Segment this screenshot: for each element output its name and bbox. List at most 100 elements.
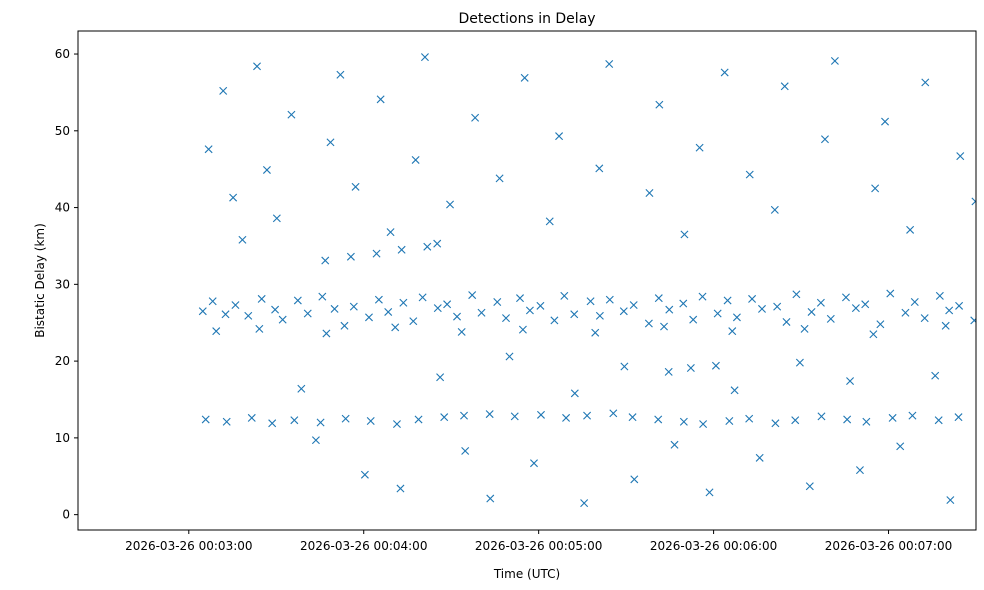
- x-tick-label: 2026-03-26 00:03:00: [125, 539, 252, 553]
- plot-frame: [77, 30, 977, 531]
- data-point: [468, 291, 477, 300]
- x-tick: 2026-03-26 00:03:00: [125, 530, 253, 553]
- data-point: [605, 295, 614, 304]
- data-point: [446, 200, 455, 209]
- data-point: [935, 291, 944, 300]
- data-point: [745, 170, 754, 179]
- data-point: [411, 155, 420, 164]
- data-point: [570, 310, 579, 319]
- data-point: [477, 308, 486, 317]
- y-tick-label: 60: [55, 47, 70, 61]
- data-point: [770, 205, 779, 214]
- data-point: [629, 301, 638, 310]
- data-point: [244, 311, 253, 320]
- data-point: [229, 193, 238, 202]
- data-point: [502, 314, 510, 323]
- data-point: [530, 459, 538, 468]
- data-point: [946, 496, 955, 505]
- data-point: [272, 214, 281, 223]
- data-point: [820, 135, 829, 144]
- data-point: [630, 475, 639, 484]
- data-point: [366, 416, 375, 425]
- data-point: [934, 416, 943, 425]
- data-point: [580, 499, 589, 508]
- y-tick: 60: [55, 47, 78, 61]
- data-point: [773, 302, 782, 311]
- data-point: [374, 295, 383, 304]
- data-point: [931, 371, 940, 380]
- data-point: [516, 294, 524, 303]
- data-point: [846, 377, 855, 386]
- data-point: [795, 358, 804, 367]
- data-point: [800, 324, 809, 333]
- data-point: [409, 317, 418, 326]
- data-point: [397, 245, 406, 254]
- data-point: [619, 307, 628, 316]
- data-point: [231, 301, 240, 310]
- y-tick-label: 50: [55, 124, 70, 138]
- x-tick-label: 2026-03-26 00:04:00: [300, 539, 427, 553]
- data-point: [326, 138, 335, 147]
- data-point: [560, 291, 569, 300]
- data-point: [392, 420, 401, 429]
- plot-area: [198, 53, 976, 508]
- data-point: [311, 436, 320, 445]
- data-point: [720, 68, 729, 77]
- data-point: [888, 413, 897, 422]
- data-point: [595, 311, 604, 320]
- data-point: [510, 412, 519, 421]
- x-tick-label: 2026-03-26 00:06:00: [650, 539, 777, 553]
- data-point: [954, 413, 963, 422]
- data-point: [520, 73, 529, 82]
- data-point: [758, 304, 766, 313]
- data-point: [920, 314, 929, 323]
- y-tick-label: 40: [55, 201, 70, 215]
- data-point: [399, 298, 408, 307]
- data-point: [855, 466, 864, 475]
- data-point: [562, 413, 571, 422]
- data-point: [745, 414, 754, 423]
- y-tick-label: 30: [55, 277, 70, 291]
- data-point: [330, 304, 339, 313]
- data-point: [732, 313, 741, 322]
- data-point: [679, 299, 688, 308]
- data-point: [805, 482, 814, 491]
- x-axis-label: Time (UTC): [493, 567, 560, 581]
- data-point: [782, 317, 791, 326]
- data-point: [495, 174, 504, 183]
- y-tick-label: 10: [55, 431, 70, 445]
- data-point: [654, 415, 663, 424]
- data-point: [372, 249, 381, 258]
- data-point: [748, 294, 757, 303]
- data-point: [297, 384, 306, 393]
- data-point: [418, 293, 427, 302]
- x-tick: 2026-03-26 00:06:00: [650, 530, 777, 553]
- data-point: [945, 306, 954, 315]
- y-tick: 20: [55, 354, 78, 368]
- y-axis: 0 10 20 30 40 50 60: [55, 47, 78, 522]
- data-point: [679, 417, 688, 426]
- data-point: [861, 300, 870, 309]
- data-point: [271, 305, 280, 314]
- data-point: [485, 410, 494, 419]
- data-point: [910, 298, 919, 306]
- data-point: [433, 239, 442, 248]
- data-point: [322, 329, 331, 338]
- data-point: [238, 235, 247, 244]
- y-tick: 50: [55, 124, 78, 138]
- data-point: [792, 290, 801, 299]
- data-point: [525, 306, 534, 315]
- data-point: [955, 301, 964, 310]
- data-point: [257, 294, 266, 303]
- data-point: [253, 62, 262, 71]
- data-point: [711, 361, 720, 370]
- data-point: [826, 314, 835, 323]
- data-point: [255, 324, 264, 333]
- data-point: [349, 302, 358, 311]
- data-point: [660, 322, 669, 331]
- data-point: [461, 446, 470, 455]
- data-point: [555, 132, 564, 141]
- data-point: [433, 304, 442, 313]
- data-point: [665, 305, 674, 314]
- chart-title: Detections in Delay: [458, 11, 595, 27]
